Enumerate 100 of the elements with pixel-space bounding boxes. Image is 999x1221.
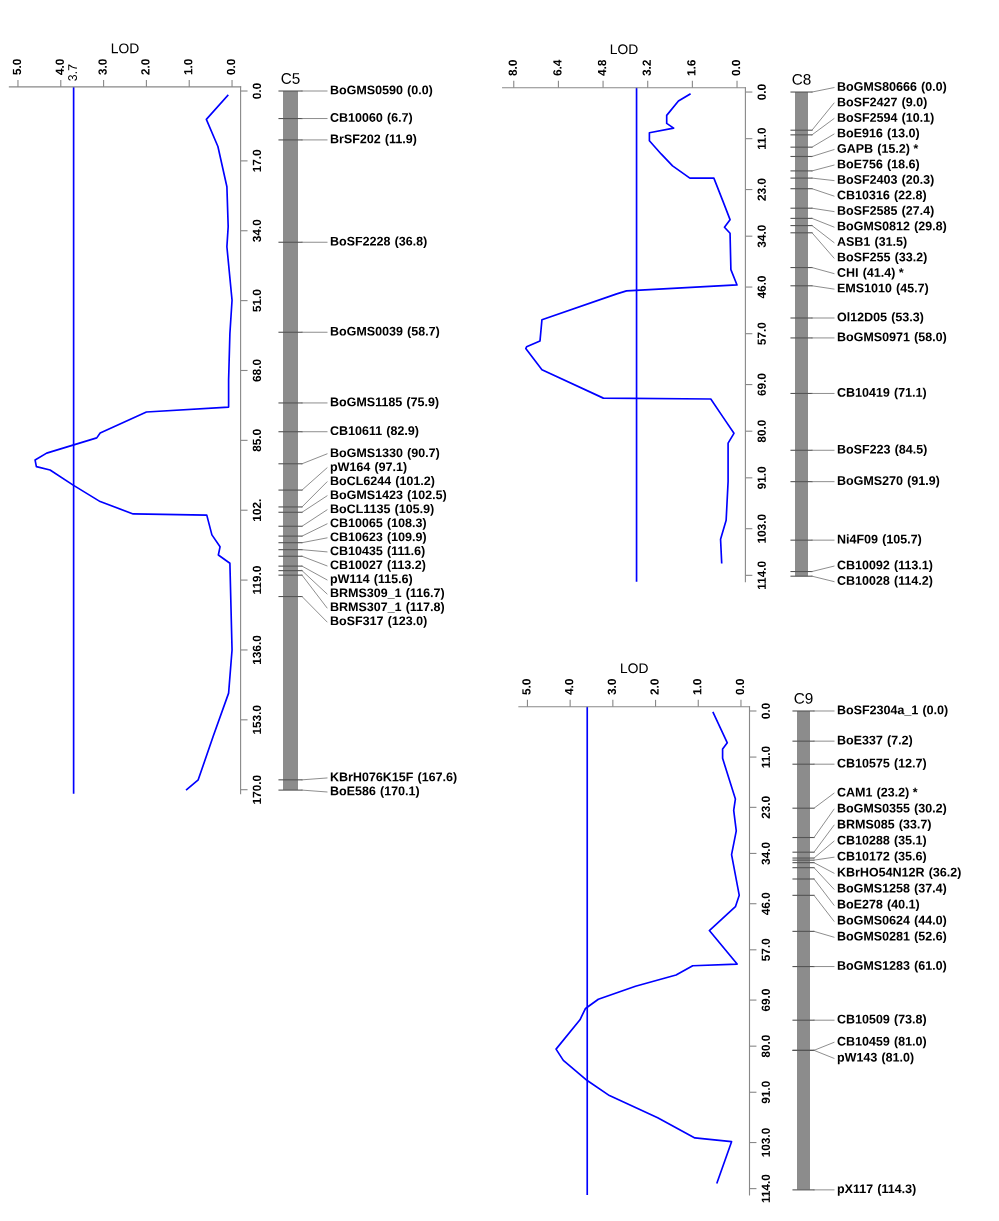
y-tick-label: 80.0 <box>761 1035 770 1058</box>
data-label: (109.9) <box>387 532 426 544</box>
x-tick-label: 1.6 <box>687 60 696 76</box>
category-label: CB10092 <box>837 560 890 570</box>
data-label: (36.2) <box>929 867 961 880</box>
x-tick-label: 0.0 <box>731 60 741 76</box>
y-tick-label: 0.0 <box>252 83 262 99</box>
y-tick-label: 119.0 <box>252 566 262 594</box>
data-label: (22.8) <box>894 190 927 202</box>
y-tick-label: 34.0 <box>757 225 766 248</box>
category-label: BoSF2585 <box>837 206 898 215</box>
category-label: BoGMS80666 <box>837 82 917 91</box>
x-tick-label: 3.0 <box>607 679 617 695</box>
category-label: CB10316 <box>837 190 890 200</box>
category-label: BoGMS0355 <box>837 803 910 813</box>
category-label: BoCL1135 <box>330 504 391 514</box>
data-label: (37.4) <box>914 883 947 896</box>
data-label: (0.0) <box>407 85 433 97</box>
category-label: GAPB <box>837 144 873 153</box>
category-label: BoE756 <box>837 159 883 169</box>
data-label: (45.7) <box>896 283 929 295</box>
data-label: (27.4) <box>902 205 934 218</box>
category-label: BoGMS1423 <box>330 490 403 500</box>
category-label: BoGMS1258 <box>837 883 910 893</box>
y-tick-label: 46.0 <box>761 892 770 916</box>
y-tick-label: 0.0 <box>761 703 770 719</box>
data-label: (58.7) <box>407 326 440 339</box>
data-label: (44.0) <box>914 915 947 928</box>
data-label: (15.2) * <box>877 143 919 156</box>
category-label: EMS1010 <box>837 283 892 293</box>
category-label: CB10172 <box>837 851 890 861</box>
x-tick-label: 4.8 <box>597 59 607 76</box>
category-label: BoSF255 <box>837 252 891 262</box>
category-label: KBrHO54N12R <box>837 867 925 877</box>
y-tick-label: 17.0 <box>252 149 262 172</box>
y-tick-label: 153.0 <box>252 705 262 734</box>
y-tick-label: 103.0 <box>761 1128 770 1157</box>
category-label: BoSF2427 <box>837 97 897 107</box>
data-label: (0.0) <box>923 705 948 717</box>
data-label: (40.1) <box>887 899 920 912</box>
category-label: BoCL6244 <box>330 476 392 486</box>
data-label: (105.7) <box>882 534 922 546</box>
data-label: (105.9) <box>395 504 434 516</box>
category-label: pW143 <box>837 1052 877 1065</box>
x-axis-title: LOD <box>621 663 648 674</box>
data-label: (97.1) <box>375 462 407 474</box>
data-label: (81.0) <box>882 1052 914 1065</box>
text: C5 <box>281 73 300 84</box>
data-label: (30.2) <box>914 803 947 816</box>
category-label: BoSF2403 <box>837 175 897 184</box>
x-tick-label: 8.0 <box>508 60 517 76</box>
y-tick-label: 103.0 <box>757 514 766 543</box>
category-label: CB10623 <box>330 532 383 542</box>
y-tick-label: 23.0 <box>757 178 766 201</box>
y-tick-label: 170.0 <box>252 775 262 804</box>
category-label: CB10028 <box>837 576 890 585</box>
data-label: (12.7) <box>894 758 927 771</box>
category-label: BoSF317 <box>330 616 383 626</box>
data-label: (6.7) <box>387 112 413 125</box>
y-tick-label: 114.0 <box>757 561 766 590</box>
data-label: (11.9) <box>385 134 417 146</box>
data-label: (170.1) <box>380 786 419 798</box>
category-label: Ni4F09 <box>837 534 878 544</box>
category-label: Ol12D05 <box>837 312 887 322</box>
category-label: KBrH076K15F <box>330 772 413 782</box>
data-label: (9.0) <box>902 97 927 109</box>
y-tick-label: 85.0 <box>252 429 262 452</box>
data-label: (31.5) <box>875 236 907 249</box>
category-label: CB10419 <box>837 387 890 397</box>
data-label: (113.1) <box>894 560 933 572</box>
data-label: (114.2) <box>894 575 933 588</box>
data-label: (75.9) <box>407 397 439 409</box>
category-label: CB10575 <box>837 758 890 768</box>
category-label: CB10288 <box>837 835 890 845</box>
y-tick-label: 91.0 <box>757 466 766 489</box>
data-label: (84.5) <box>895 444 927 457</box>
category-label: CB10435 <box>330 546 383 556</box>
category-label: CB10060 <box>330 113 383 122</box>
data-label: (20.3) <box>902 174 934 187</box>
y-tick-label: 34.0 <box>252 219 262 242</box>
category-label: pX117 <box>837 1184 873 1196</box>
data-label: (10.1) <box>902 112 934 125</box>
data-label: (29.8) <box>914 221 947 233</box>
data-label: (115.6) <box>374 574 413 586</box>
y-tick-label: 46.0 <box>757 276 766 299</box>
data-label: (117.8) <box>406 602 445 614</box>
y-tick-label: 68.0 <box>252 359 262 382</box>
x-tick-label: 3.2 <box>642 60 651 76</box>
x-tick-label: 0.0 <box>226 59 236 75</box>
category-label: CAM1 <box>837 787 873 797</box>
category-label: CB10027 <box>330 560 383 570</box>
y-tick-label: 57.0 <box>761 938 770 961</box>
data-label: (53.3) <box>891 312 924 324</box>
y-tick-label: 136.0 <box>252 635 262 664</box>
y-tick-label: 0.0 <box>757 84 766 100</box>
x-tick-label: 6.4 <box>553 59 562 76</box>
data-label: (35.6) <box>894 851 927 864</box>
category-label: BoGMS1185 <box>330 397 402 407</box>
x-tick-label: 0.0 <box>735 679 745 695</box>
category-label: BoGMS0971 <box>837 332 910 342</box>
